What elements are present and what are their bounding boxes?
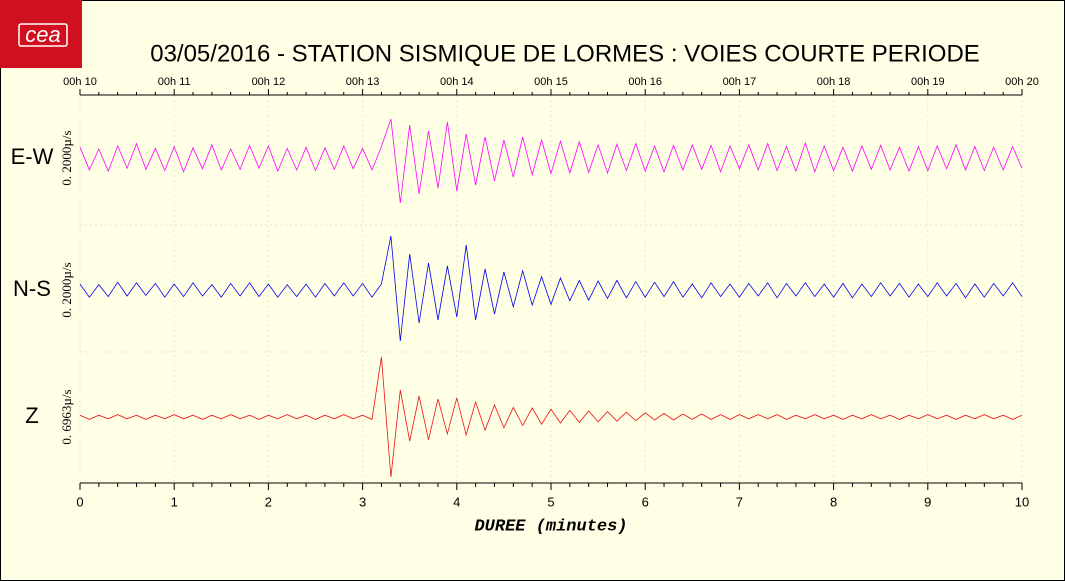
top-tick-label: 00h 15 bbox=[534, 76, 568, 88]
logo-frame bbox=[18, 23, 68, 47]
trace-name: E-W bbox=[11, 144, 54, 169]
top-tick-label: 00h 10 bbox=[63, 76, 97, 88]
x-tick-label: 1 bbox=[171, 494, 178, 509]
scale-label: 0. 2000µ/s bbox=[59, 130, 74, 185]
x-tick-label: 7 bbox=[736, 494, 743, 509]
x-tick-label: 10 bbox=[1015, 494, 1029, 509]
logo-box bbox=[0, 0, 82, 68]
top-tick-label: 00h 14 bbox=[440, 76, 474, 88]
x-tick-label: 8 bbox=[830, 494, 837, 509]
trace bbox=[79, 235, 1023, 342]
chart-title: 03/05/2016 - STATION SISMIQUE DE LORMES … bbox=[150, 40, 980, 67]
top-tick-label: 00h 13 bbox=[346, 76, 380, 88]
trace bbox=[79, 356, 1023, 478]
scale-label: 0. 2000µ/s bbox=[59, 262, 74, 317]
trace-name: Z bbox=[25, 403, 38, 428]
top-tick-label: 00h 11 bbox=[158, 76, 191, 88]
logo-text: cea bbox=[25, 22, 60, 47]
x-tick-label: 6 bbox=[642, 494, 649, 509]
x-tick-label: 4 bbox=[453, 494, 460, 509]
x-axis-label: DUREE (minutes) bbox=[474, 517, 627, 536]
top-tick-label: 00h 20 bbox=[1005, 76, 1039, 88]
top-tick-label: 00h 16 bbox=[628, 76, 662, 88]
top-tick-label: 00h 12 bbox=[252, 76, 286, 88]
x-tick-label: 5 bbox=[547, 494, 554, 509]
trace-name: N-S bbox=[13, 276, 51, 301]
x-tick-label: 2 bbox=[265, 494, 272, 509]
top-tick-label: 00h 17 bbox=[723, 76, 757, 88]
top-tick-label: 00h 19 bbox=[911, 76, 945, 88]
x-tick-label: 9 bbox=[924, 494, 931, 509]
x-tick-label: 0 bbox=[76, 494, 83, 509]
trace bbox=[79, 118, 1023, 204]
x-tick-label: 3 bbox=[359, 494, 366, 509]
top-tick-label: 00h 18 bbox=[817, 76, 851, 88]
scale-label: 0. 6963µ/s bbox=[59, 389, 74, 444]
